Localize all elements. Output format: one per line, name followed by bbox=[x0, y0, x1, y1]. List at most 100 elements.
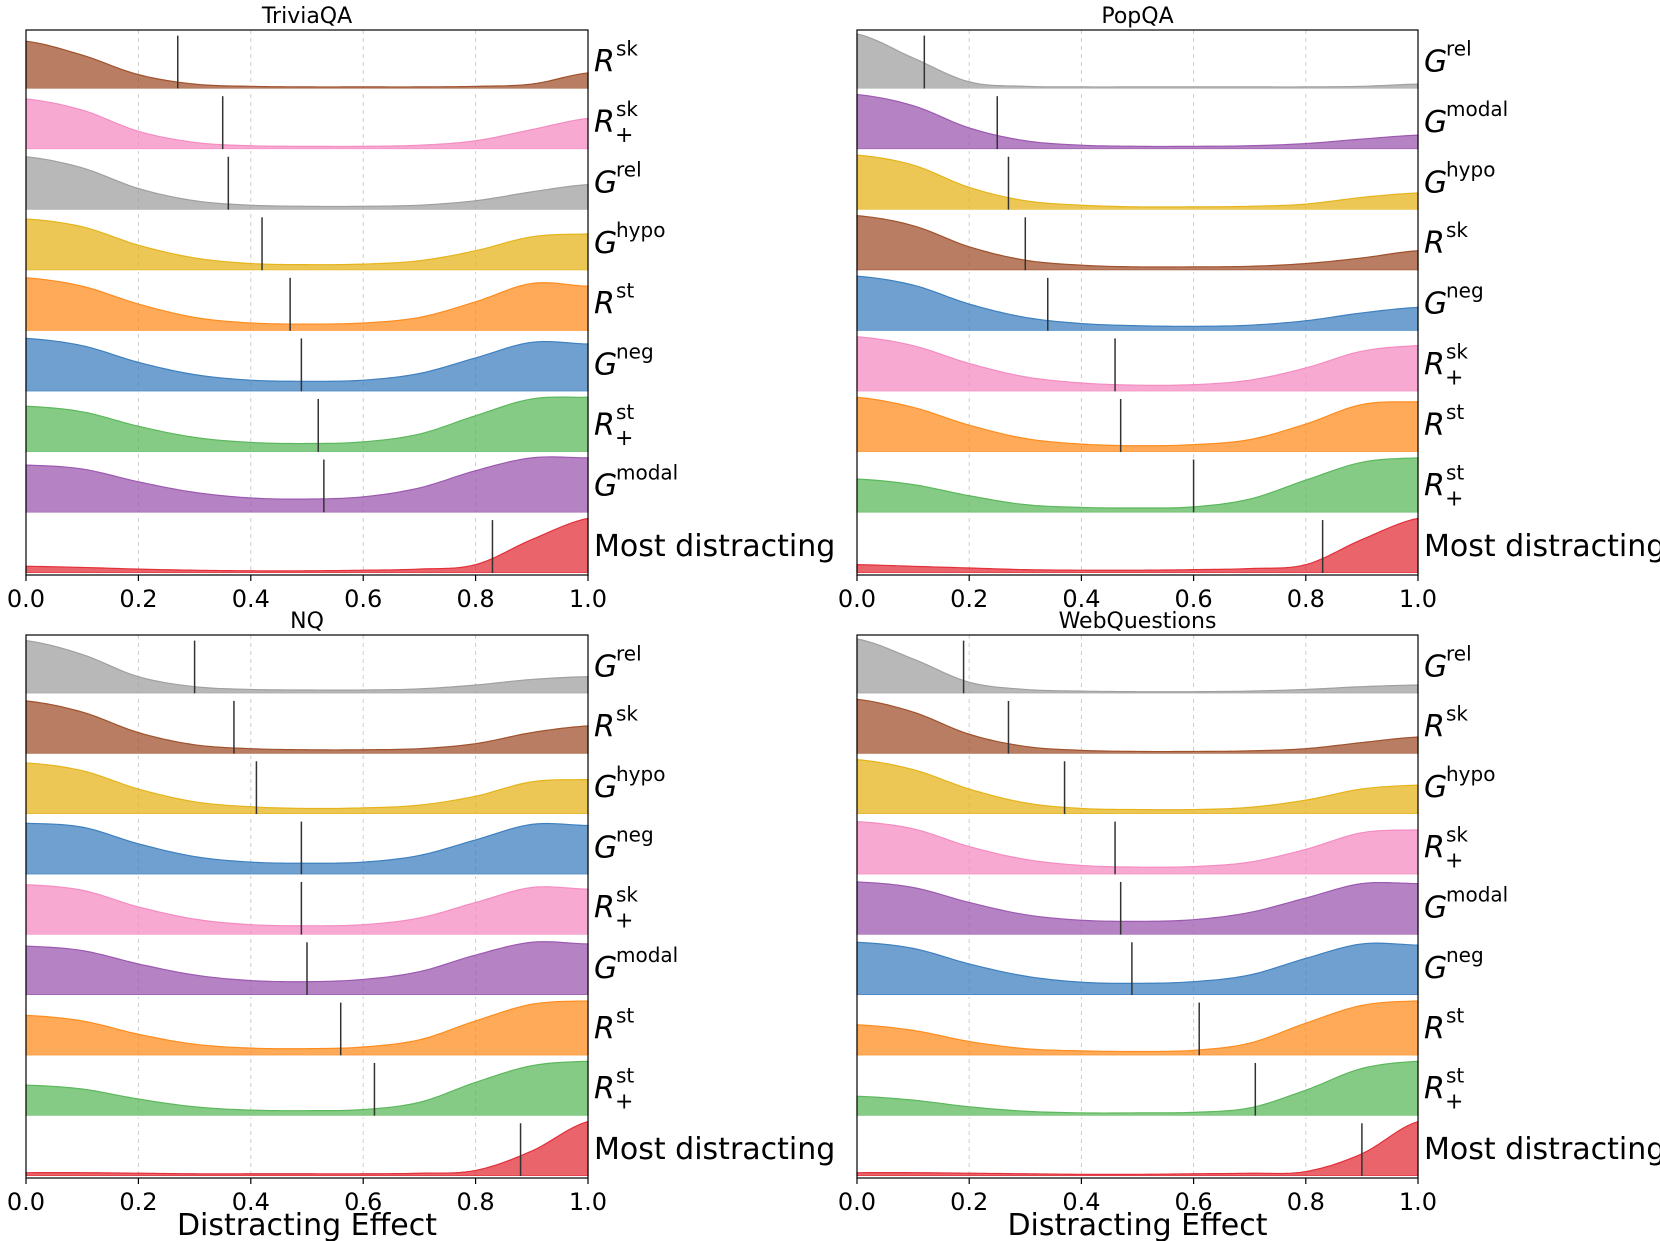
x-tick-label: 0.8 bbox=[457, 1188, 495, 1216]
row-label-superscript: st bbox=[616, 400, 634, 424]
row-label-superscript: sk bbox=[616, 97, 638, 121]
row-label-main: G bbox=[594, 649, 617, 684]
row-label-main: G bbox=[1424, 166, 1447, 201]
density-area bbox=[25, 1060, 589, 1117]
row-label-superscript: st bbox=[1446, 400, 1464, 424]
row-label-main: R bbox=[1424, 347, 1445, 382]
row-label-subscript: + bbox=[615, 426, 633, 451]
row-label-subscript: + bbox=[1445, 1090, 1463, 1115]
x-tick-label: 1.0 bbox=[569, 585, 607, 613]
row-label-main: R bbox=[1424, 830, 1445, 865]
row-label: Most distracting bbox=[1424, 529, 1660, 564]
row-label-main: G bbox=[594, 226, 617, 261]
row-label-main: G bbox=[594, 770, 617, 805]
density-area bbox=[856, 698, 1419, 755]
row-label-superscript: rel bbox=[1446, 641, 1472, 665]
row-label-superscript: st bbox=[1446, 1003, 1464, 1027]
row-label-main: G bbox=[1424, 649, 1447, 684]
row-label-main: R bbox=[1424, 468, 1445, 503]
density-area bbox=[856, 336, 1419, 392]
density-area bbox=[856, 93, 1419, 150]
row-label-subscript: + bbox=[615, 123, 633, 148]
density-area bbox=[25, 277, 589, 332]
density-area bbox=[25, 762, 589, 815]
x-tick-label: 0.4 bbox=[232, 585, 270, 613]
row-label-superscript: neg bbox=[616, 822, 654, 846]
row-label-main: R bbox=[1424, 1072, 1445, 1107]
row-label-subscript: + bbox=[1445, 486, 1463, 511]
panel-title: PopQA bbox=[1101, 4, 1173, 29]
row-label-superscript: sk bbox=[616, 36, 638, 60]
x-tick-label: 1.0 bbox=[1399, 585, 1437, 613]
plot-frame bbox=[25, 29, 589, 576]
x-tick-label: 0.2 bbox=[950, 585, 988, 613]
x-axis-label: Distracting Effect bbox=[177, 1208, 437, 1241]
row-label-main: R bbox=[594, 44, 615, 79]
row-label-main: G bbox=[1424, 105, 1447, 140]
row-label: Most distracting bbox=[1424, 1132, 1660, 1167]
x-tick-label: 0.6 bbox=[344, 585, 382, 613]
x-tick-label: 0.4 bbox=[1062, 585, 1100, 613]
row-label-superscript: sk bbox=[616, 702, 638, 726]
x-tick-label: 0.8 bbox=[1287, 1188, 1325, 1216]
x-tick-label: 0.8 bbox=[1287, 585, 1325, 613]
x-tick-label: 1.0 bbox=[1399, 1188, 1437, 1216]
x-tick-label: 1.0 bbox=[569, 1188, 607, 1216]
row-label-main: G bbox=[1424, 44, 1447, 79]
row-label-superscript: neg bbox=[1446, 943, 1484, 967]
row-label-superscript: sk bbox=[1446, 702, 1468, 726]
row-label: Most distracting bbox=[594, 1132, 835, 1167]
row-label-main: G bbox=[594, 468, 617, 503]
panel-title: WebQuestions bbox=[1059, 609, 1217, 634]
density-area bbox=[25, 40, 589, 90]
row-label-superscript: st bbox=[616, 279, 634, 303]
row-label-main: G bbox=[1424, 287, 1447, 322]
row-label-superscript: rel bbox=[1446, 36, 1472, 60]
row-label-main: R bbox=[1424, 408, 1445, 443]
density-area bbox=[25, 337, 589, 392]
row-label-superscript: st bbox=[1446, 460, 1464, 484]
x-tick-label: 0.0 bbox=[7, 1188, 45, 1216]
row-label-superscript: neg bbox=[1446, 279, 1484, 303]
row-label-main: R bbox=[594, 710, 615, 745]
row-label-main: G bbox=[594, 951, 617, 986]
row-label-superscript: modal bbox=[616, 943, 678, 967]
density-area bbox=[856, 517, 1419, 574]
density-area bbox=[25, 822, 589, 875]
density-area bbox=[25, 218, 589, 271]
density-area bbox=[25, 517, 589, 574]
row-label-main: R bbox=[594, 1011, 615, 1046]
density-area bbox=[25, 639, 589, 694]
plot-frame bbox=[25, 634, 589, 1179]
density-area bbox=[856, 758, 1419, 815]
density-area bbox=[856, 820, 1419, 875]
density-area bbox=[25, 396, 589, 453]
row-label-main: G bbox=[1424, 891, 1447, 926]
row-label-main: G bbox=[594, 830, 617, 865]
ridge-row: Most distracting bbox=[856, 1120, 1660, 1178]
density-area bbox=[856, 941, 1419, 996]
row-label-subscript: + bbox=[1445, 365, 1463, 390]
row-label-superscript: modal bbox=[1446, 883, 1508, 907]
plot-frame bbox=[856, 634, 1419, 1179]
row-label-subscript: + bbox=[615, 909, 633, 934]
